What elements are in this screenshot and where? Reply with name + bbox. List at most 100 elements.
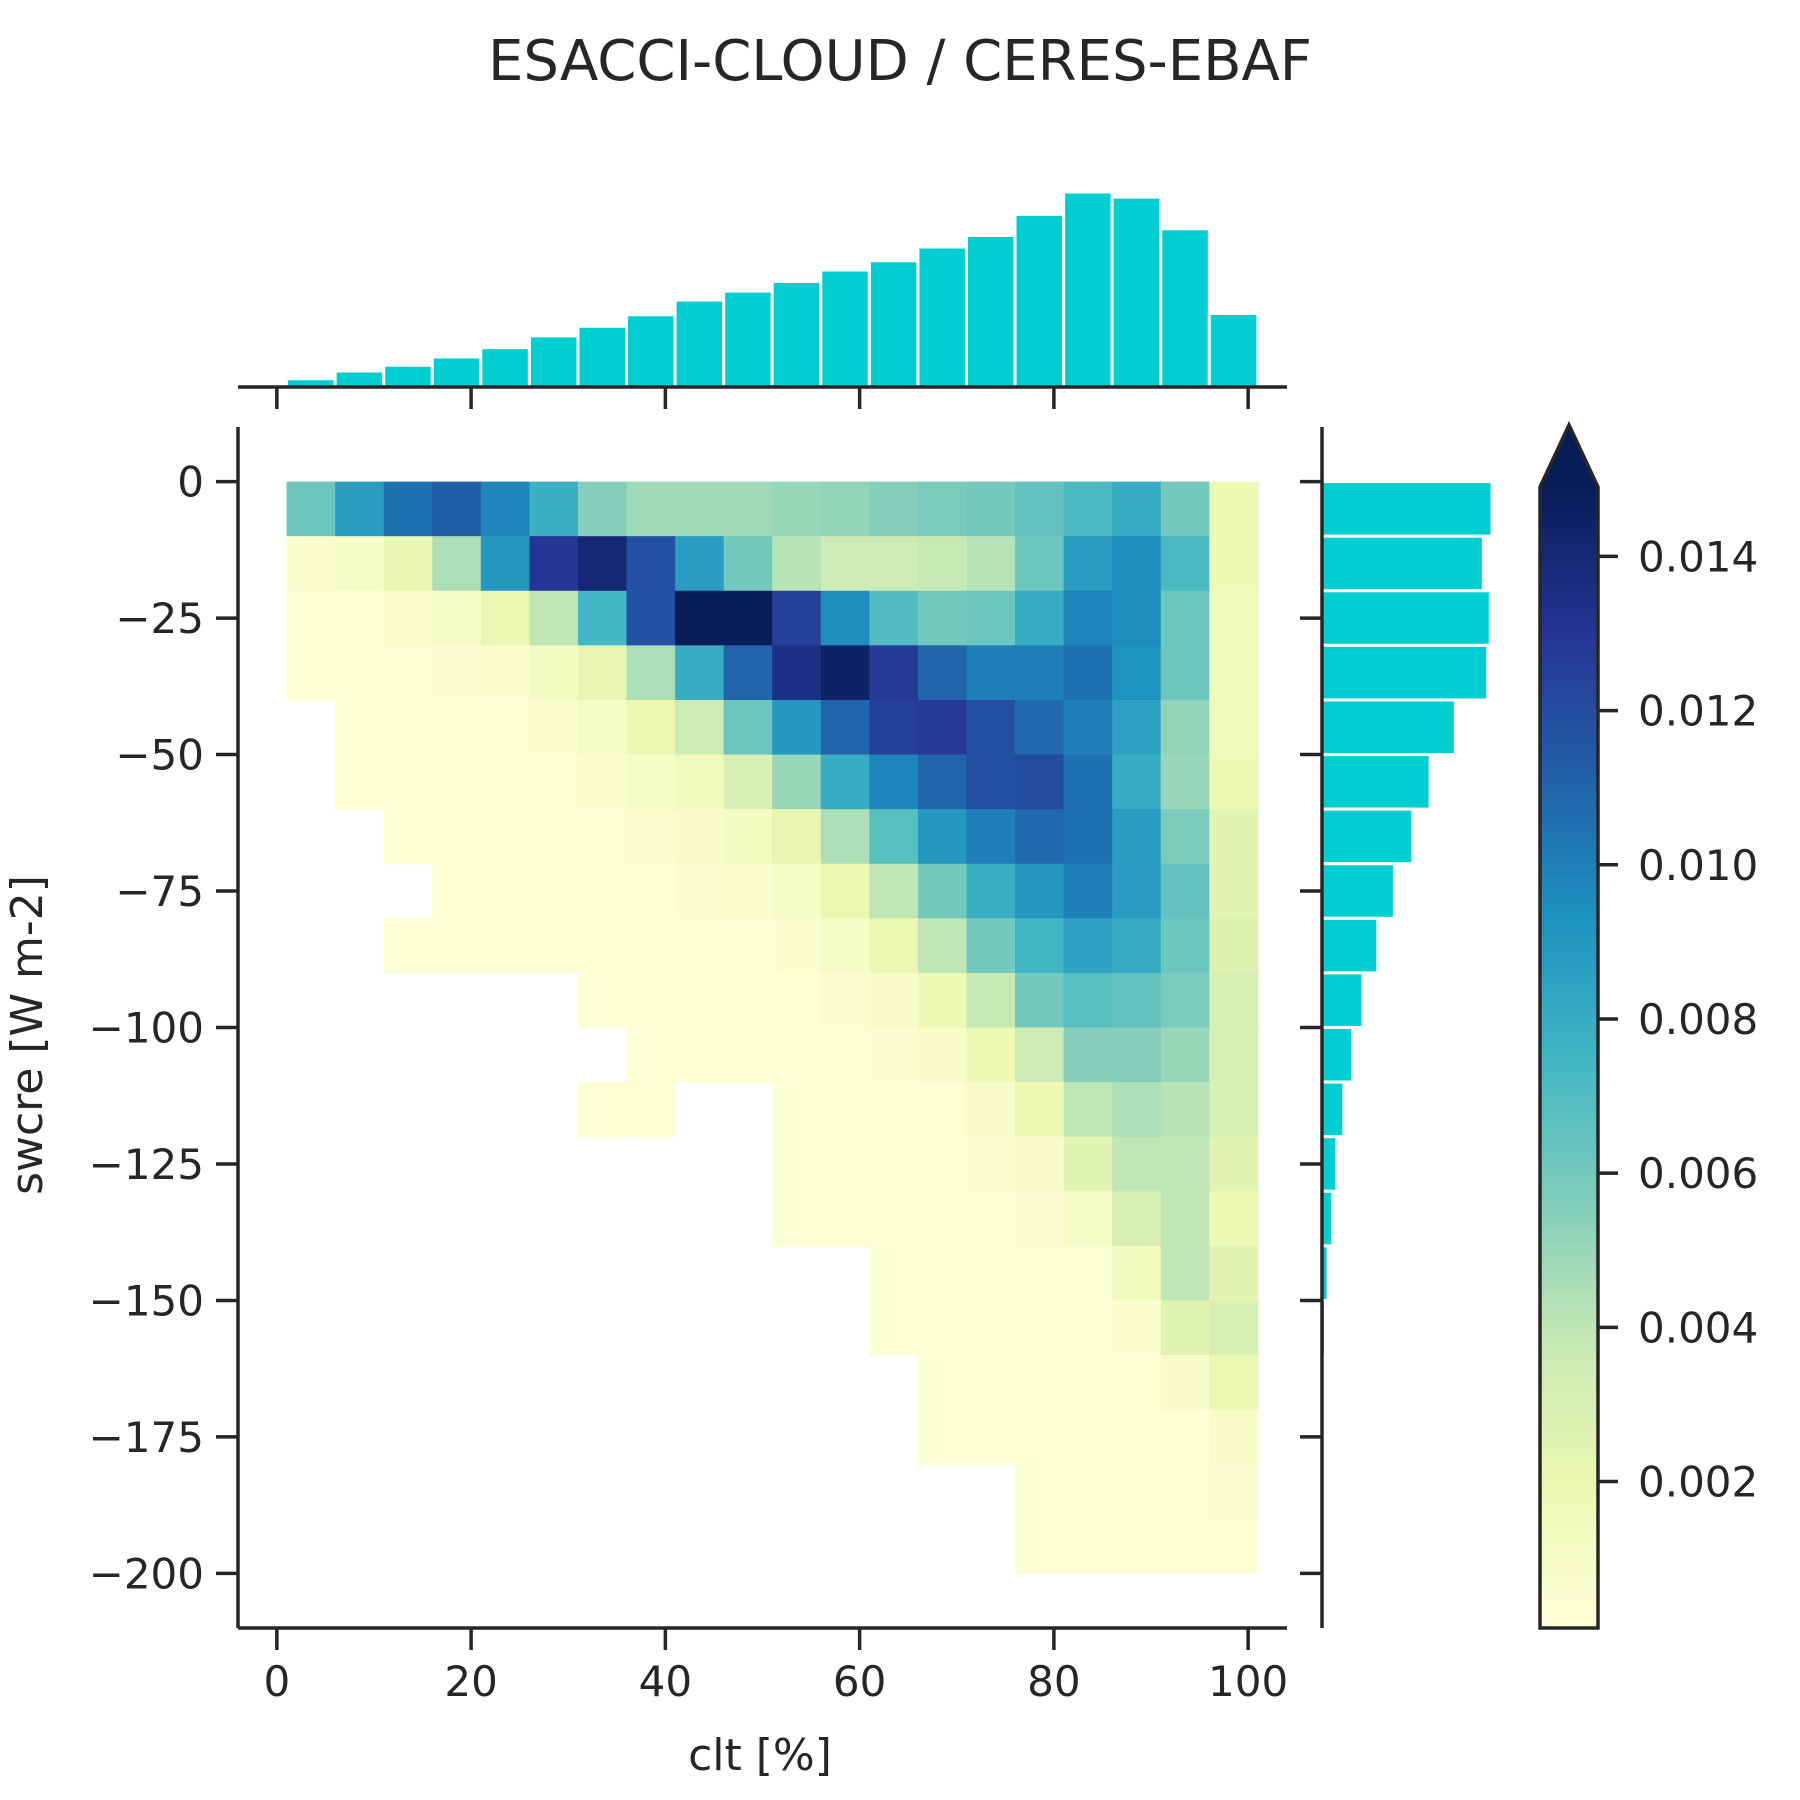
heatmap-cell [432, 809, 482, 865]
heatmap-cell [1160, 536, 1210, 592]
heatmap-cell [1209, 1464, 1259, 1520]
heatmap-cell [480, 863, 530, 919]
heatmap-cell [286, 645, 336, 701]
right-histogram-bar [1320, 1026, 1355, 1084]
right-histogram-bar [1320, 589, 1492, 647]
heatmap-cell [1112, 1518, 1162, 1575]
heatmap-cell [1209, 1136, 1259, 1192]
heatmap-cell [675, 481, 725, 537]
heatmap-cell [1160, 863, 1210, 919]
heatmap-cell [820, 754, 870, 810]
heatmap-cell [772, 972, 822, 1029]
heatmap-cell [432, 863, 482, 919]
heatmap-cell [772, 809, 822, 865]
heatmap-cell [577, 536, 628, 592]
heatmap-cell [820, 863, 870, 919]
heatmap-cell [1209, 863, 1259, 919]
heatmap-cell [577, 754, 628, 810]
heatmap-cell [480, 590, 530, 646]
heatmap-cell [1015, 1245, 1065, 1302]
heatmap-cell [1160, 1082, 1210, 1138]
heatmap-cell [1112, 1245, 1162, 1302]
heatmap-cell [383, 645, 433, 701]
heatmap-cell [917, 481, 968, 537]
heatmap-cell [869, 863, 919, 919]
heatmap-cell [383, 590, 433, 646]
heatmap-cell [1063, 918, 1113, 974]
heatmap-cell [1112, 754, 1162, 810]
heatmap-cell [626, 863, 676, 919]
heatmap-cell [1160, 590, 1210, 646]
heatmap-cell [1063, 1191, 1113, 1247]
heatmap-cell [1209, 1355, 1259, 1411]
heatmap-cell [966, 1191, 1016, 1247]
heatmap-cell [772, 590, 822, 646]
heatmap-cell [577, 645, 628, 701]
heatmap-cell [1112, 809, 1162, 865]
main-axes: 0 20 40 60 80 100 0 −25 −50 −75 −100 −125 −150 −175 −2… [89, 427, 1288, 1706]
y-tick-label: −150 [89, 1276, 204, 1325]
heatmap-cell [820, 1027, 870, 1083]
heatmap-cell [432, 590, 482, 646]
heatmap-cell [966, 918, 1016, 974]
heatmap-cell [480, 536, 530, 592]
heatmap-cell [772, 1027, 822, 1083]
heatmap-cell [1015, 972, 1065, 1029]
right-histogram-bar [1320, 698, 1457, 757]
heatmap-cell [432, 536, 482, 592]
heatmap-cell [1063, 536, 1113, 592]
heatmap-cell [1015, 481, 1065, 537]
heatmap-cell [577, 863, 628, 919]
y-tick-label: −175 [89, 1413, 204, 1462]
top-histogram-bar [916, 245, 968, 389]
heatmap-cell [480, 754, 530, 810]
heatmap-cell [626, 754, 676, 810]
heatmap-cell [432, 918, 482, 974]
heatmap-cell [1160, 1136, 1210, 1192]
heatmap-cell [480, 645, 530, 701]
heatmap-cell [772, 536, 822, 592]
top-histogram-bar [527, 334, 580, 389]
top-histogram-bar [333, 369, 386, 389]
heatmap-cell [675, 1027, 725, 1083]
heatmap-cell [869, 536, 919, 592]
heatmap-cell [1015, 754, 1065, 810]
heatmap-cell [1063, 645, 1113, 701]
heatmap-cell [1063, 1245, 1113, 1302]
heatmap-cell [577, 699, 628, 756]
heatmap-cell [1112, 863, 1162, 919]
heatmap-cell [577, 918, 628, 974]
top-histogram-bar [382, 363, 434, 389]
heatmap-cell [1015, 1464, 1065, 1520]
heatmap-cell [1209, 1245, 1259, 1302]
heatmap-cell [917, 1027, 968, 1083]
heatmap-cell [626, 481, 676, 537]
heatmap-cell [723, 809, 773, 865]
heatmap-cell [1160, 1409, 1210, 1465]
heatmap-cell [820, 1191, 870, 1247]
heatmap-cell [1015, 1082, 1065, 1138]
heatmap-cell [626, 972, 676, 1029]
heatmap-cell [1209, 754, 1259, 810]
heatmap-cell [1209, 536, 1259, 592]
right-histogram-bar [1320, 753, 1432, 811]
heatmap-cell [772, 754, 822, 810]
x-tick-label: 20 [444, 1657, 497, 1706]
heatmap-cell [1015, 1355, 1065, 1411]
heatmap-cell [917, 1082, 968, 1138]
x-axis-label: clt [%] [688, 1730, 832, 1781]
heatmap-cell [626, 590, 676, 646]
heatmap-cell [383, 536, 433, 592]
heatmap-cell [917, 972, 968, 1029]
y-tick-label: −100 [89, 1004, 204, 1053]
heatmap-cell [772, 645, 822, 701]
heatmap-cell [1160, 1027, 1210, 1083]
heatmap-cell [869, 481, 919, 537]
heatmap-cell [1112, 590, 1162, 646]
right-histogram-bar [1320, 643, 1490, 702]
heatmap-cell [1160, 1245, 1210, 1302]
heatmap-cell [1209, 1191, 1259, 1247]
heatmap-cell [723, 645, 773, 701]
heatmap-cell [869, 1136, 919, 1192]
right-histogram-bar [1320, 807, 1415, 866]
